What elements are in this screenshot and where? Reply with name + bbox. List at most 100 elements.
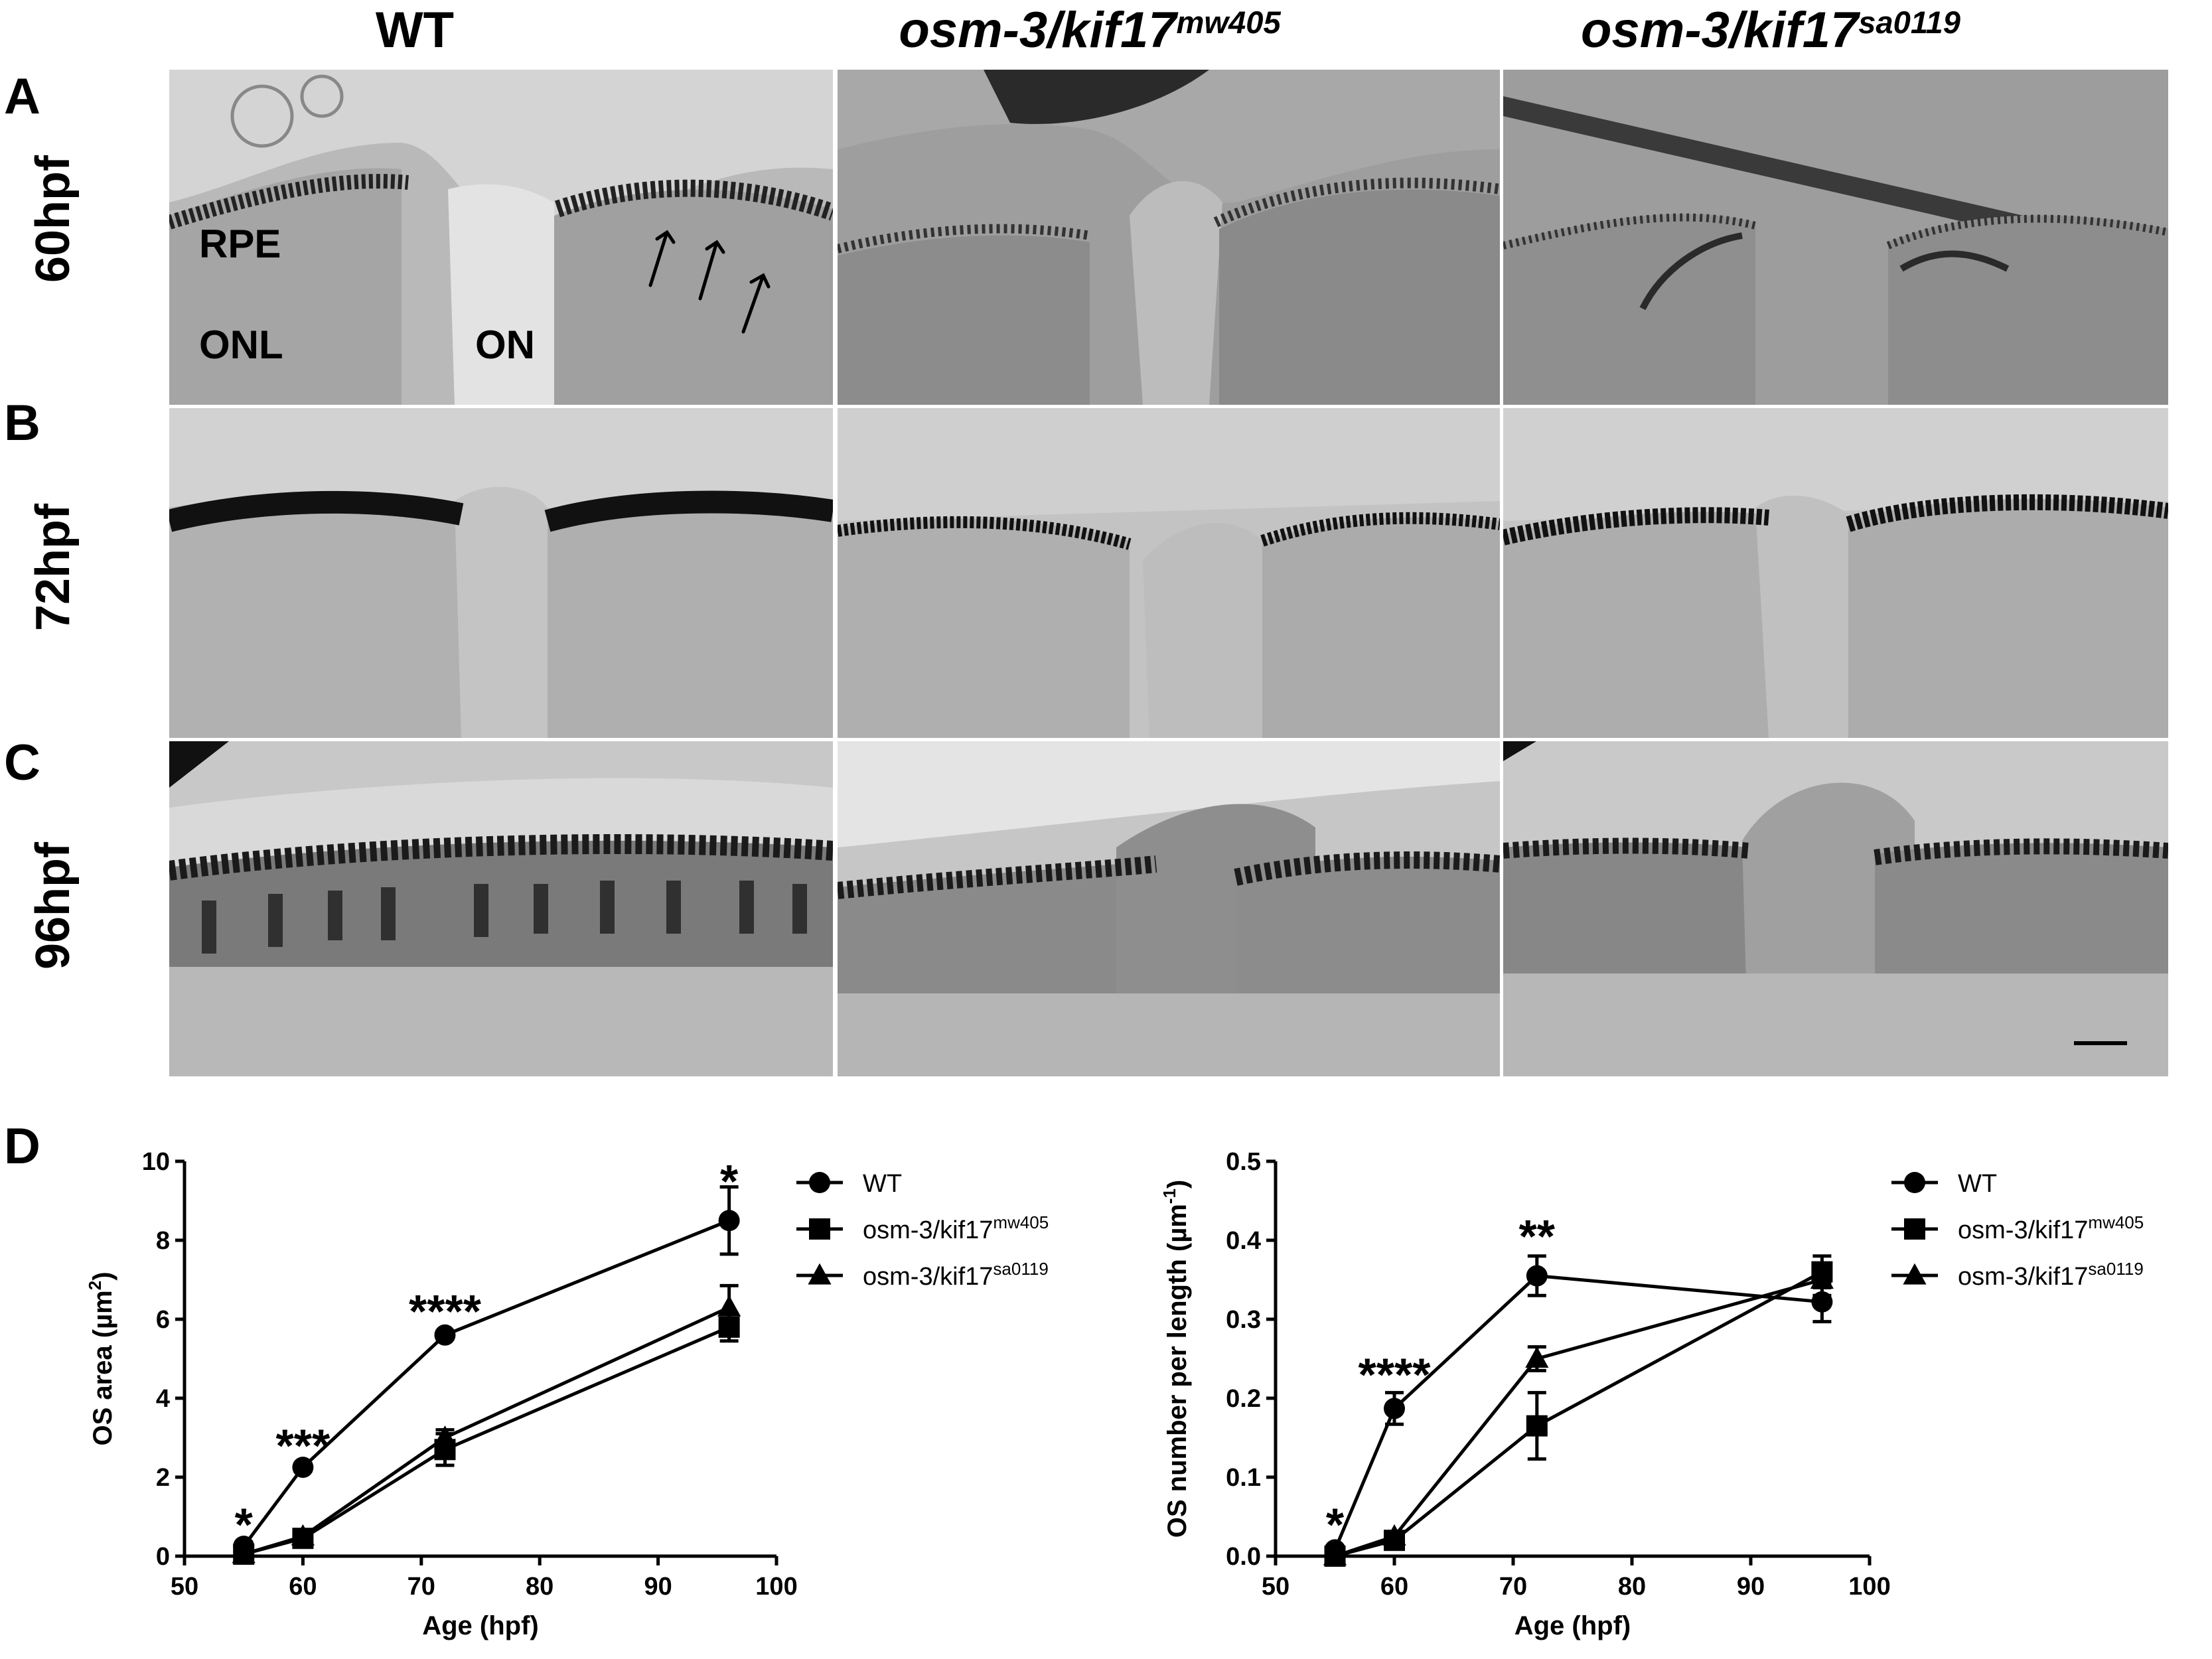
panel-letter-b: B (4, 395, 40, 451)
legend-entry-sup: mw405 (993, 1212, 1049, 1232)
y-axis-label: OS number per length (µm-1) (1159, 1180, 1192, 1538)
y-tick-label: 8 (156, 1227, 170, 1255)
y-axis-label-base: OS area (µm (88, 1290, 117, 1445)
x-axis-label: Age (hpf) (422, 1611, 539, 1640)
legend-marker (808, 1263, 832, 1285)
column-title-mw405-sup: mw405 (1176, 4, 1281, 40)
x-tick-label: 90 (644, 1573, 672, 1601)
row-label-60hpf: 60hpf (27, 155, 80, 283)
legend-entry-sup: mw405 (2088, 1212, 2144, 1232)
legend-entry-sup: sa0119 (2088, 1259, 2143, 1279)
y-tick-label: 0.2 (1226, 1385, 1261, 1413)
micrograph-c-wt (169, 741, 833, 1076)
column-title-sa0119-base: osm-3/kif17 (1581, 2, 1859, 58)
data-point-2 (1382, 1524, 1406, 1546)
column-title-mw405-base: osm-3/kif17 (899, 2, 1177, 58)
x-tick-label: 60 (289, 1573, 317, 1601)
legend-entry-1: osm-3/kif17mw405 (1958, 1212, 2144, 1244)
x-tick-label: 100 (1848, 1573, 1890, 1601)
y-tick-label: 0.1 (1226, 1464, 1261, 1492)
y-axis-label-tail: ) (88, 1271, 117, 1280)
significance-label: **** (1359, 1348, 1432, 1400)
x-tick-label: 50 (1262, 1573, 1290, 1601)
column-title-mw405: osm-3/kif17mw405 (838, 5, 1342, 56)
x-tick-label: 70 (1499, 1573, 1527, 1601)
y-tick-label: 0.5 (1226, 1148, 1261, 1176)
legend-marker (1903, 1263, 1927, 1285)
y-tick-label: 0.3 (1226, 1306, 1261, 1334)
x-tick-label: 50 (171, 1573, 198, 1601)
y-tick-label: 6 (156, 1306, 170, 1334)
series-line-1 (1334, 1270, 1823, 1558)
x-tick-label: 70 (407, 1573, 435, 1601)
label-on: ON (475, 323, 535, 367)
data-point-1 (1526, 1415, 1548, 1437)
data-point-2 (1323, 1544, 1347, 1565)
legend-marker (1904, 1218, 1925, 1240)
micrograph-a-wt (169, 70, 833, 405)
data-point-2 (433, 1425, 457, 1447)
arrow-icon-2 (698, 240, 725, 301)
significance-label: * (1326, 1498, 1345, 1550)
legend-marker (1904, 1172, 1925, 1193)
micrograph-c-sa0119 (1503, 741, 2168, 1076)
row-label-96hpf: 96hpf (27, 841, 80, 970)
legend-marker (809, 1218, 830, 1240)
column-title-sa0119-sup: sa0119 (1858, 4, 1960, 40)
micrograph-b-wt (169, 408, 833, 738)
label-rpe: RPE (199, 222, 281, 266)
legend-entry-2: osm-3/kif17sa0119 (1958, 1259, 2144, 1291)
panel-letter-d: D (4, 1118, 40, 1175)
label-onl: ONL (199, 323, 283, 367)
data-point-0 (1526, 1265, 1548, 1287)
chart-os-area: 50 60 70 80 90 100 0 2 4 6 8 10 Age (hpf) OS area (µm… (85, 1148, 1049, 1640)
data-point-2 (717, 1295, 741, 1317)
series-line-0 (1333, 1273, 1822, 1551)
panel-letter-c: C (4, 735, 40, 791)
series-line-0 (242, 1218, 730, 1548)
data-point-2 (291, 1524, 315, 1546)
x-tick-label: 80 (1618, 1573, 1646, 1601)
micrograph-a-sa0119 (1503, 70, 2168, 405)
significance-label: ** (1519, 1210, 1556, 1262)
y-axis-label-base: OS number per length (µm (1163, 1204, 1192, 1538)
legend-marker (809, 1172, 830, 1193)
data-point-0 (434, 1324, 456, 1346)
x-axis-label: Age (hpf) (1514, 1611, 1631, 1640)
row-label-72hpf: 72hpf (27, 503, 80, 632)
x-tick-label: 100 (755, 1573, 797, 1601)
micrograph-b-sa0119 (1503, 408, 2168, 738)
significance-label: * (720, 1155, 739, 1207)
data-point-0 (718, 1210, 740, 1232)
data-point-0 (292, 1457, 314, 1479)
micrograph-b-mw405 (838, 408, 1500, 738)
legend-entry-0: WT (863, 1170, 902, 1198)
significance-label: **** (409, 1285, 482, 1337)
y-tick-label: 4 (156, 1385, 170, 1413)
x-tick-label: 60 (1380, 1573, 1408, 1601)
y-axis-label-sup: -1 (1159, 1189, 1179, 1204)
legend-entry-base: osm-3/kif17 (863, 1263, 993, 1291)
significance-label: * (235, 1498, 254, 1550)
y-tick-label: 0 (156, 1543, 170, 1571)
micrograph-c-mw405 (838, 741, 1500, 1076)
x-tick-label: 90 (1737, 1573, 1765, 1601)
legend-entry-base: osm-3/kif17 (1958, 1216, 2088, 1244)
data-point-2 (1810, 1267, 1834, 1289)
arrow-annotations (648, 230, 771, 334)
arrow-icon-3 (741, 273, 771, 334)
x-tick-label: 80 (526, 1573, 553, 1601)
legend-entry-0: WT (1958, 1170, 1997, 1198)
y-tick-label: 2 (156, 1464, 170, 1492)
series-line-2 (1334, 1278, 1823, 1558)
legend-entry-base: osm-3/kif17 (863, 1216, 993, 1244)
y-axis-label: OS area (µm2) (85, 1271, 117, 1445)
column-title-wt: WT (375, 2, 455, 58)
chart-os-number: 50 60 70 80 90 100 0.0 0.1 0.2 0.3 0.4 0.5 Age (hpf)… (1159, 1148, 2144, 1640)
column-title-sa0119: osm-3/kif17sa0119 (1505, 5, 2036, 56)
legend-entry-base: osm-3/kif17 (1958, 1263, 2088, 1291)
data-point-2 (232, 1542, 256, 1563)
y-tick-label: 0.0 (1226, 1543, 1261, 1571)
y-tick-label: 10 (142, 1148, 170, 1176)
y-axis-label-sup: 2 (85, 1281, 105, 1290)
